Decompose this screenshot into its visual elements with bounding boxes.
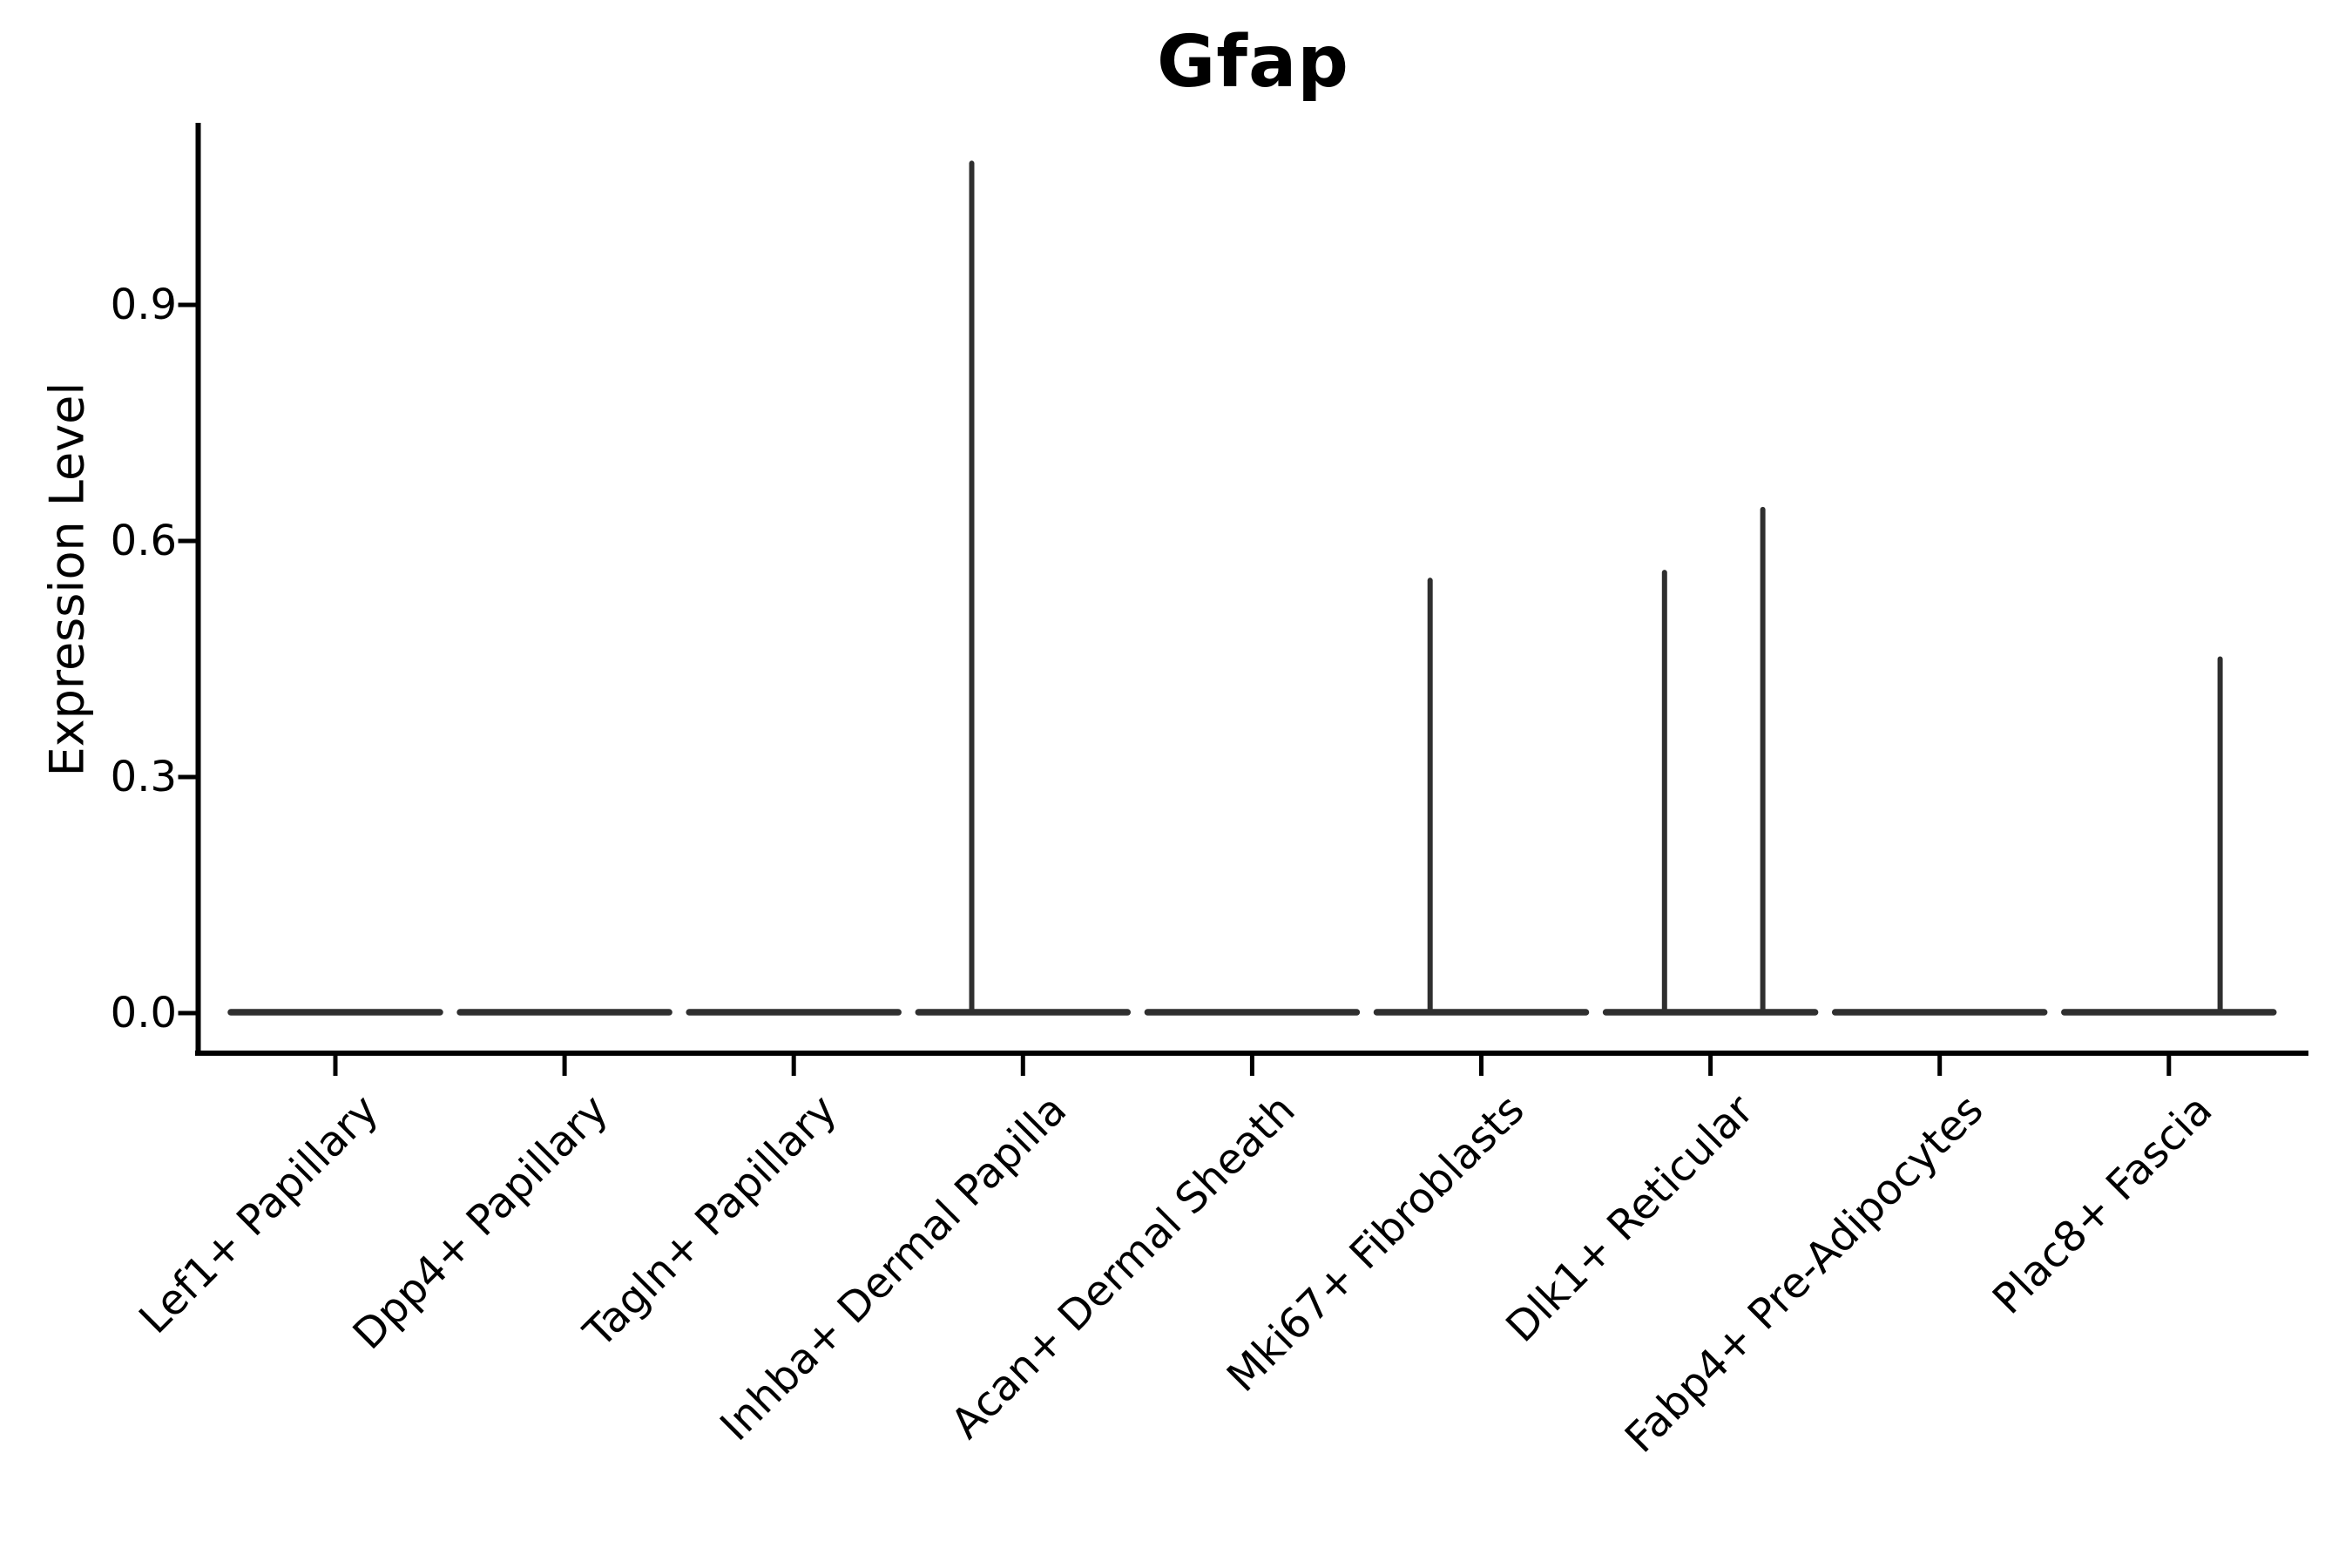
y-tick-label: 0.9 (110, 280, 177, 330)
y-tick-label: 0.3 (110, 753, 177, 801)
y-axis-label: Expression Level (39, 382, 95, 777)
y-tick-label: 0.6 (110, 517, 177, 566)
chart-title: Gfap (1156, 21, 1349, 104)
y-tick-label: 0.0 (110, 989, 177, 1037)
